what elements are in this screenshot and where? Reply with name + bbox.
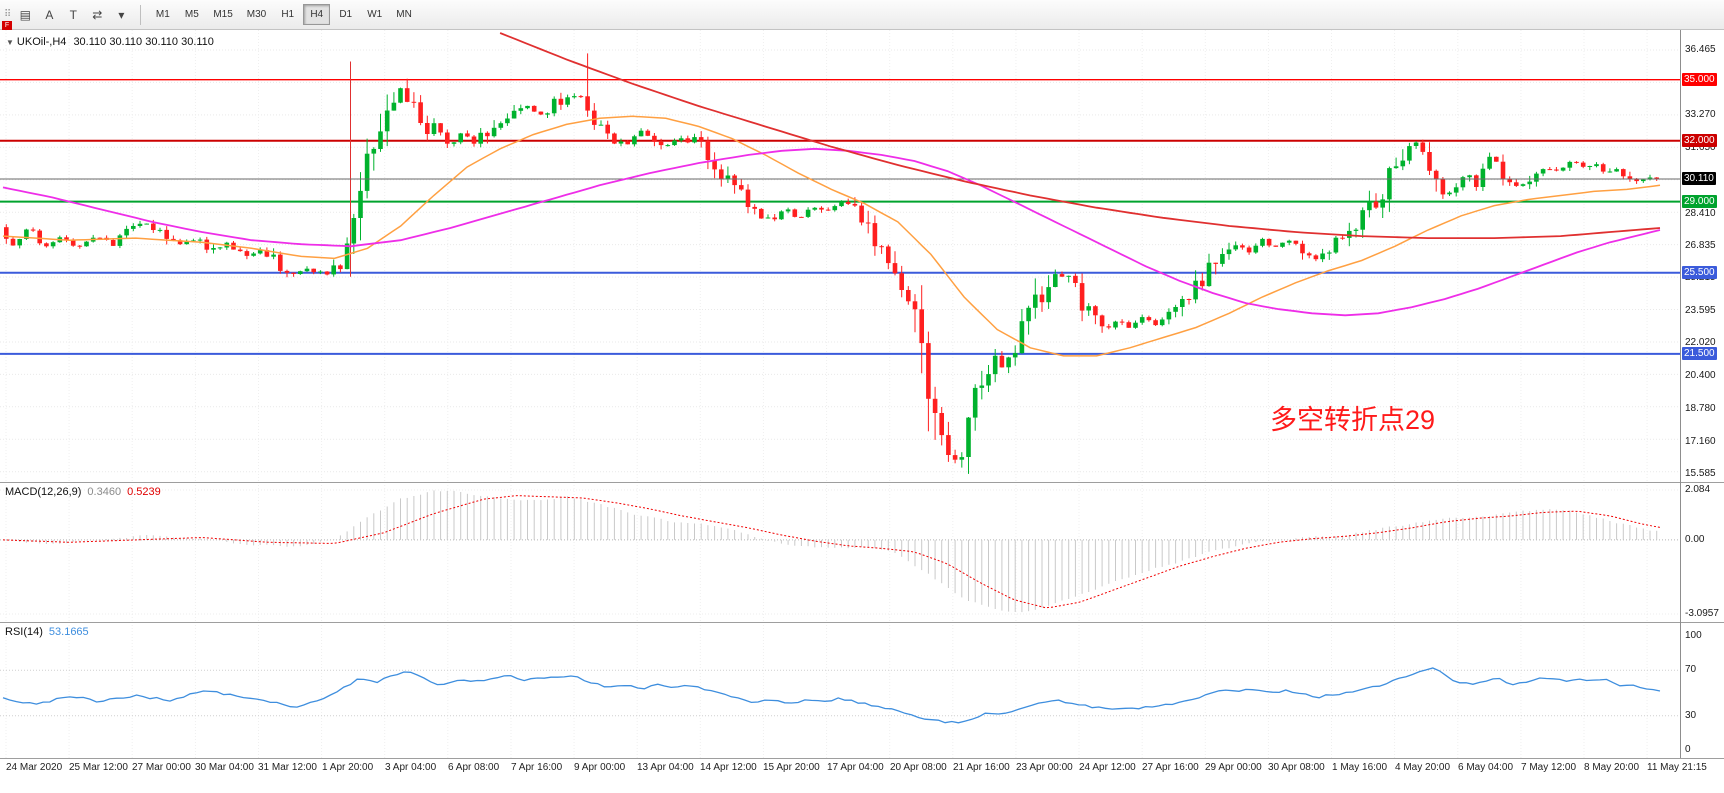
panel-separator — [0, 758, 1724, 759]
rsi-chart[interactable] — [0, 622, 1680, 758]
time-label: 14 Apr 12:00 — [700, 762, 757, 773]
chart-menu-arrow-icon[interactable]: ▼ — [6, 38, 14, 47]
rsi-axis-label: 100 — [1685, 630, 1702, 641]
rsi-indicator-label: RSI(14) 53.1665 — [5, 626, 89, 638]
rsi-name: RSI(14) — [5, 626, 43, 638]
macd-axis-label: -3.0957 — [1685, 608, 1719, 619]
toolbar-separator — [140, 4, 142, 25]
time-label: 31 Mar 12:00 — [258, 762, 317, 773]
macd-chart[interactable] — [0, 482, 1680, 622]
text-label-tool-icon[interactable]: T — [69, 7, 77, 22]
price-level-badge: 21.500 — [1682, 347, 1717, 360]
rsi-axis-label: 70 — [1685, 664, 1697, 675]
rsi-axis-label: 30 — [1685, 710, 1697, 721]
chart-title: ▼ UKOil-,H4 30.110 30.110 30.110 30.110 — [6, 36, 214, 48]
price-level-badge: 29.000 — [1682, 195, 1717, 208]
panel-separator[interactable] — [0, 622, 1724, 623]
time-label: 4 May 20:00 — [1395, 762, 1451, 773]
macd-axis-label: 2.084 — [1685, 484, 1711, 495]
chart-annotation-text: 多空转折点29 — [1270, 405, 1436, 435]
ohlc-values: 30.110 30.110 30.110 30.110 — [73, 36, 214, 48]
macd-value-main: 0.3460 — [87, 486, 122, 498]
macd-name: MACD(12,26,9) — [5, 486, 82, 498]
macd-axis-label: 0.00 — [1685, 534, 1705, 545]
tf-button-h1[interactable]: H1 — [281, 9, 295, 20]
cursor-tool-icon[interactable]: A — [45, 7, 54, 22]
macd-value-signal: 0.5239 — [127, 486, 161, 498]
tf-button-h4[interactable]: H4 — [303, 4, 331, 25]
time-label: 21 Apr 16:00 — [953, 762, 1010, 773]
time-axis[interactable]: 24 Mar 2020 25 Mar 12:00 27 Mar 00:00 30 Ma… — [0, 759, 1707, 779]
time-label: 8 May 20:00 — [1584, 762, 1640, 773]
price-grid-label: 31.650 — [1685, 142, 1716, 153]
price-grid-label: 26.835 — [1685, 240, 1716, 251]
tf-button-m1[interactable]: M1 — [155, 9, 170, 20]
price-grid-label: 36.465 — [1685, 44, 1716, 55]
time-label: 7 Apr 16:00 — [511, 762, 563, 773]
price-level-badge: 35.000 — [1682, 73, 1717, 86]
chart-mode-icon[interactable]: ▤ — [19, 7, 31, 22]
price-grid-label: 20.400 — [1685, 370, 1716, 381]
time-label: 7 May 12:00 — [1521, 762, 1577, 773]
price-grid-label: 23.595 — [1685, 305, 1716, 316]
time-label: 29 Apr 00:00 — [1205, 762, 1262, 773]
price-grid-label: 28.410 — [1685, 208, 1716, 219]
price-grid-label: 15.585 — [1685, 468, 1716, 479]
tool-icon-group: ▤ A T ⇄ ▾ — [13, 4, 133, 26]
time-label: 6 Apr 08:00 — [448, 762, 500, 773]
time-label: 1 Apr 20:00 — [322, 762, 374, 773]
toolbar-grip-icon[interactable]: ⠿ — [4, 9, 11, 20]
time-label: 23 Apr 00:00 — [1016, 762, 1073, 773]
time-label: 1 May 16:00 — [1332, 762, 1388, 773]
price-grid-label: 18.780 — [1685, 403, 1716, 414]
price-axis[interactable]: 36.46533.27031.65028.41026.83525.21523.5… — [1681, 0, 1724, 793]
macd-indicator-label: MACD(12,26,9) 0.3460 0.5239 — [5, 486, 161, 498]
price-level-badge: 32.000 — [1682, 134, 1717, 147]
tf-button-mn[interactable]: MN — [396, 9, 412, 20]
price-grid-label: 22.020 — [1685, 337, 1716, 348]
time-label: 30 Mar 04:00 — [195, 762, 254, 773]
time-label: 27 Mar 00:00 — [132, 762, 191, 773]
favorites-tab[interactable]: F — [2, 21, 12, 30]
time-label: 6 May 04:00 — [1458, 762, 1514, 773]
symbol-period-label: UKOil-,H4 — [16, 36, 67, 48]
candlestick-chart[interactable] — [0, 30, 1680, 482]
tf-button-m30[interactable]: M30 — [246, 9, 267, 20]
tf-button-m15[interactable]: M15 — [213, 9, 233, 20]
price-grid-label: 17.160 — [1685, 436, 1716, 447]
current-price-badge: 30.110 — [1682, 172, 1716, 185]
price-axis-border — [1680, 30, 1681, 758]
time-label: 15 Apr 20:00 — [763, 762, 820, 773]
time-label: 27 Apr 16:00 — [1142, 762, 1199, 773]
tf-button-w1[interactable]: W1 — [367, 9, 383, 20]
time-label: 11 May 21:15 — [1647, 762, 1707, 773]
dropdown-caret-icon[interactable]: ▾ — [118, 7, 125, 22]
rsi-value: 53.1665 — [48, 626, 89, 638]
time-label: 24 Mar 2020 — [6, 762, 63, 773]
rsi-axis-label: 0 — [1685, 744, 1691, 755]
time-label: 30 Apr 08:00 — [1268, 762, 1325, 773]
time-label: 20 Apr 08:00 — [890, 762, 947, 773]
price-grid-label: 33.270 — [1685, 109, 1716, 120]
tf-button-d1[interactable]: D1 — [339, 9, 353, 20]
time-label: 24 Apr 12:00 — [1079, 762, 1136, 773]
price-level-badge: 25.500 — [1682, 266, 1717, 279]
time-label: 25 Mar 12:00 — [69, 762, 128, 773]
timeframe-button-group: M1 M5 M15 M30 H1 H4 D1 W1 MN — [148, 4, 418, 25]
time-label: 9 Apr 00:00 — [574, 762, 626, 773]
template-cycle-icon[interactable]: ⇄ — [92, 7, 103, 22]
toolbar: ⠿ ▤ A T ⇄ ▾ M1 M5 M15 M30 H1 H4 D1 W1 MN — [0, 0, 1724, 30]
panel-separator[interactable] — [0, 482, 1724, 483]
tf-button-m5[interactable]: M5 — [184, 9, 199, 20]
time-label: 13 Apr 04:00 — [637, 762, 694, 773]
time-label: 3 Apr 04:00 — [385, 762, 437, 773]
time-label: 17 Apr 04:00 — [827, 762, 884, 773]
